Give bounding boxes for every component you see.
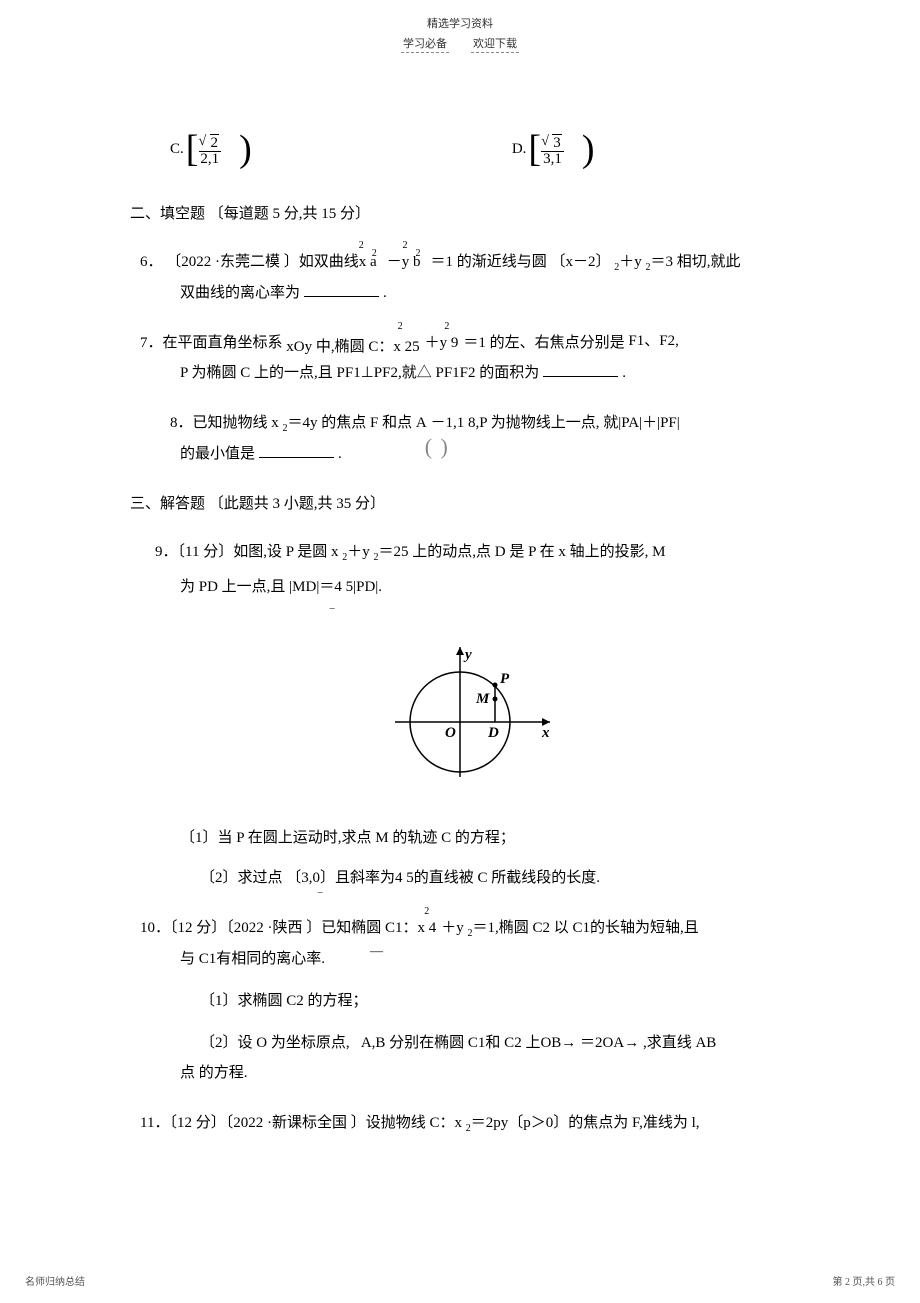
- footer-left-text: 名师归纳总结: [25, 1273, 85, 1288]
- choice-row: C. [ 2 2,1 ) D. [ 3 3,1: [140, 129, 800, 169]
- left-bracket-icon: [: [186, 130, 199, 168]
- section-3-title: 三、解答题 〔此题共 3 小题,共 35 分〕: [130, 489, 800, 519]
- question-8: 8．已知抛物线 x 2＝4y 的焦点 F 和点 A( －1,1 8),P 为抛物…: [140, 408, 800, 469]
- figure-circle: y x O M D P: [140, 637, 800, 798]
- blank-fill: [304, 281, 379, 297]
- blank-fill: [259, 442, 334, 458]
- footer-right-text: 第 2 页,共 6 页: [833, 1273, 896, 1288]
- choice-d: D. [ 3 3,1 ): [512, 129, 595, 169]
- document-body: C. [ 2 2,1 ) D. [ 3 3,1: [0, 59, 920, 1199]
- point-d-label: D: [487, 725, 499, 741]
- right-paren-icon: ): [582, 130, 595, 168]
- point-m-label: M: [475, 691, 490, 707]
- question-9: 9．〔11 分〕如图,设 P 是圆 x 2＋y 2＝25 上的动点,点 D 是 …: [140, 537, 800, 893]
- choice-c-label: C.: [170, 134, 184, 164]
- question-6: 6． 〔2022 ·东莞二模 〕如双曲线x a22－y b22＝1 的渐近线与圆…: [140, 247, 800, 308]
- choice-c: C. [ 2 2,1 ): [170, 129, 252, 169]
- axis-x-label: x: [541, 725, 550, 741]
- left-bracket-icon: [: [528, 130, 541, 168]
- section-2-title: 二、填空题 〔每道题 5 分,共 15 分〕: [130, 199, 800, 229]
- doc-watermark-top: 精选学习资料: [0, 0, 920, 31]
- blank-fill: [543, 361, 618, 377]
- question-11: 11．〔12 分〕〔2022 ·新课标全国 〕设抛物线 C：x 2＝2py〔p＞…: [140, 1108, 800, 1139]
- axis-y-label: y: [463, 647, 472, 663]
- question-10: 10．〔12 分〕〔2022 ·陕西 〕已知椭圆 C1：x 42＋y 2＝1,椭…: [140, 913, 800, 1088]
- right-paren-icon: ): [239, 130, 252, 168]
- choice-d-label: D.: [512, 134, 527, 164]
- origin-label: O: [445, 725, 456, 741]
- point-p-label: P: [500, 671, 510, 687]
- doc-sub-header: 学习必备欢迎下载: [0, 35, 920, 59]
- question-7: 7．在平面直角坐标系 xOy 中,椭圆 C：x 252＋y 92＝1 的左、右焦…: [140, 328, 800, 388]
